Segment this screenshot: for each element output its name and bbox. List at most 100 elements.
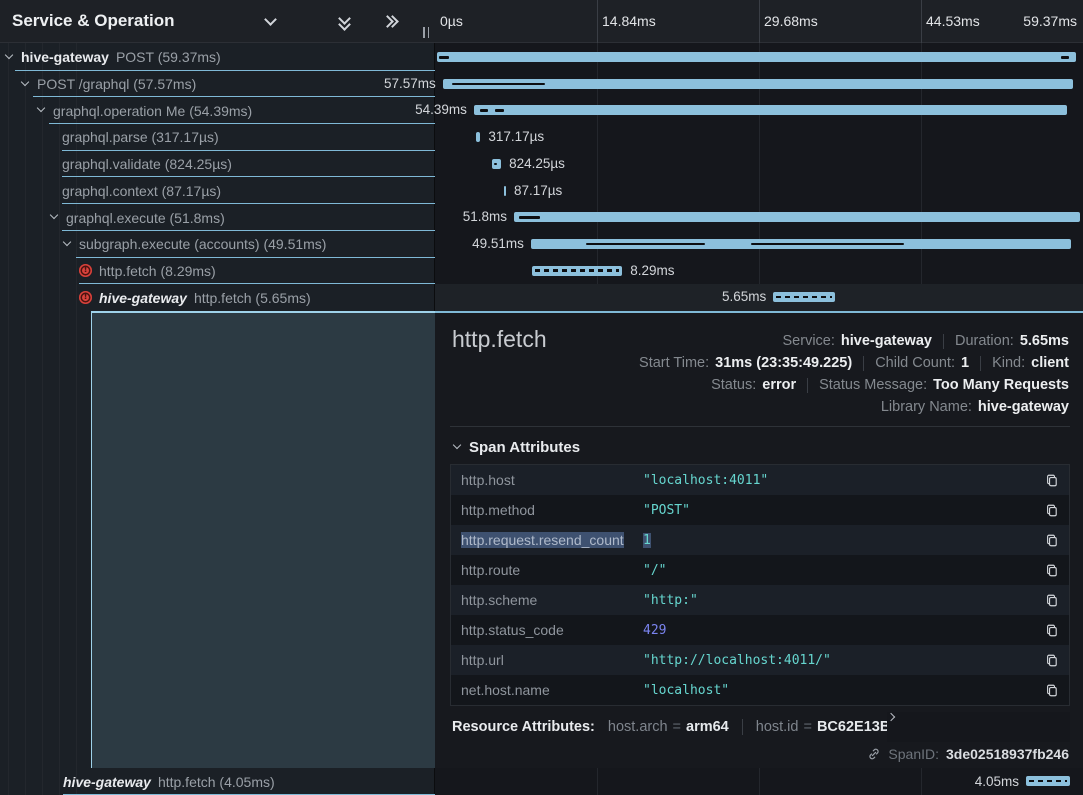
span-duration-label: 4.05ms — [974, 774, 1019, 789]
span-tree-row[interactable]: hive-gateway http.fetch (4.05ms) — [0, 768, 1083, 795]
indent-guide — [76, 43, 77, 795]
attribute-row[interactable]: http.status_code 429 — [451, 615, 1069, 645]
span-bar[interactable] — [773, 292, 836, 303]
copy-button[interactable] — [1045, 533, 1059, 548]
copy-button[interactable] — [1045, 503, 1059, 518]
span-tree-row-content: graphql.parse (317.17µs) — [0, 124, 435, 151]
span-duration-label: 87.17µs — [513, 182, 563, 198]
attribute-key: http.route — [461, 562, 521, 578]
attribute-row[interactable]: http.host "localhost:4011" — [451, 465, 1069, 495]
operation-label: graphql.execute (51.8ms) — [66, 209, 225, 226]
copy-icon — [1047, 534, 1057, 546]
copy-button[interactable] — [1045, 683, 1059, 698]
attribute-key: http.status_code — [461, 622, 564, 638]
chevron-down-icon[interactable] — [263, 13, 277, 28]
double-chevron-right-icon[interactable] — [381, 14, 399, 28]
span-tree-row[interactable]: hive-gateway POST (59.37ms) — [0, 44, 435, 71]
chevron-down-icon — [20, 77, 31, 90]
chevron-down-icon — [49, 210, 60, 223]
waterfall-row[interactable]: 8.29ms — [435, 258, 1083, 285]
copy-icon — [1047, 684, 1057, 696]
copy-button[interactable] — [1045, 653, 1059, 668]
attribute-row[interactable]: http.route "/" — [451, 555, 1069, 585]
span-bar-self-mark — [493, 162, 498, 166]
span-bar[interactable] — [1025, 776, 1071, 786]
span-tree-row[interactable]: ! http.fetch (8.29ms) — [0, 257, 1083, 795]
span-bar[interactable] — [503, 185, 506, 196]
span-tree-row[interactable]: graphql.operation Me (54.39ms) — [0, 97, 435, 125]
link-icon[interactable] — [867, 747, 881, 761]
span-attributes-header[interactable]: Span Attributes — [452, 439, 580, 456]
meta-value: error — [762, 377, 797, 393]
waterfall-row[interactable]: 51.8ms — [435, 204, 1083, 231]
span-detail-panel: http.fetch Service: hive-gateway Duration:… — [435, 311, 1083, 768]
meta-label: Library Name: — [880, 399, 972, 415]
ruler-gridline — [597, 0, 598, 43]
copy-button[interactable] — [1045, 593, 1059, 608]
span-duration-label: 49.51ms — [472, 235, 524, 251]
span-bar-self-mark — [438, 56, 450, 59]
waterfall-row[interactable]: 57.57ms — [384, 71, 1083, 98]
copy-icon — [1047, 624, 1057, 636]
span-tree-row[interactable]: ! hive-gateway http.fetch (5.65ms) — [0, 284, 1083, 795]
attribute-key: http.url — [461, 652, 504, 668]
span-tree-row[interactable]: graphql.context (87.17µs) — [0, 178, 435, 205]
attribute-row[interactable]: net.host.name "localhost" — [451, 675, 1069, 705]
span-tree-row-content: graphql.validate (824.25µs) — [0, 151, 435, 178]
waterfall-row[interactable]: 87.17µs — [435, 178, 1083, 205]
meta-value: hive-gateway — [840, 333, 932, 349]
waterfall-row[interactable]: 49.51ms — [435, 231, 1083, 258]
copy-button[interactable] — [1045, 473, 1059, 488]
waterfall-row[interactable]: 317.17µs — [435, 124, 1083, 151]
span-tree-row[interactable]: graphql.execute (51.8ms) — [0, 204, 435, 231]
span-bar[interactable] — [442, 78, 1074, 89]
chevron-down-icon — [4, 50, 15, 63]
attribute-row[interactable]: http.url "http://localhost:4011/" — [451, 645, 1069, 675]
double-chevron-down-button[interactable] — [335, 12, 353, 31]
attribute-row[interactable]: http.method "POST" — [451, 495, 1069, 525]
span-tree-row[interactable]: graphql.validate (824.25µs) — [0, 151, 435, 178]
waterfall-row[interactable]: 4.05ms — [435, 768, 1083, 795]
waterfall-row[interactable]: 5.65ms — [435, 284, 1083, 311]
waterfall-row[interactable]: 54.39ms — [415, 97, 1083, 124]
copy-icon — [1047, 474, 1057, 486]
timeline-panel: 0µs 14.84ms 29.68ms 44.53ms 59.37ms 57.57ms 5… — [384, 0, 1083, 795]
span-bar[interactable] — [475, 132, 481, 143]
waterfall-row[interactable] — [435, 44, 1083, 71]
panel-resize-handle[interactable] — [423, 27, 429, 38]
span-tree-row-content: graphql.context (87.17µs) — [0, 178, 435, 205]
meta-divider — [863, 355, 865, 371]
span-tree-row[interactable]: graphql.parse (317.17µs) — [0, 124, 435, 151]
copy-button[interactable] — [1045, 623, 1059, 638]
meta-value: 1 — [960, 355, 970, 371]
waterfall-row[interactable]: 824.25µs — [435, 151, 1083, 178]
meta-label: Status Message: — [819, 377, 928, 393]
resource-attributes-row[interactable]: Resource Attributes: host.arch = arm64 host… — [452, 712, 1070, 742]
attribute-row[interactable]: http.request.resend_count 1 — [451, 525, 1069, 555]
span-duration-label: 8.29ms — [630, 262, 675, 278]
span-tree-row[interactable]: POST /graphql (57.57ms) — [0, 71, 435, 98]
span-bar-self-mark — [1060, 56, 1070, 59]
resource-equals: = — [672, 719, 682, 735]
span-duration-label: 57.57ms — [384, 75, 436, 91]
copy-button[interactable] — [1045, 563, 1059, 578]
chevron-down-icon — [62, 237, 73, 250]
attribute-row[interactable]: http.scheme "http:" — [451, 585, 1069, 615]
double-chevron-right-button[interactable] — [379, 12, 399, 30]
span-bar[interactable] — [532, 265, 623, 276]
indent-guide — [59, 43, 60, 795]
span-bar[interactable] — [514, 212, 1080, 223]
meta-label: Kind: — [992, 355, 1026, 371]
double-chevron-down-icon[interactable] — [337, 12, 351, 31]
span-bar[interactable] — [436, 52, 1076, 62]
meta-value: Too Many Requests — [933, 377, 1069, 393]
chevron-down-button[interactable] — [261, 12, 279, 30]
span-bar[interactable] — [473, 105, 1068, 116]
span-tree-row-content: ! http.fetch (8.29ms) — [0, 257, 1083, 795]
attribute-key: http.scheme — [461, 592, 538, 608]
detail-meta-line: Status: error Status Message: Too Many Requ… — [711, 374, 1069, 396]
span-tree-row[interactable]: subgraph.execute (accounts) (49.51ms) — [0, 231, 435, 258]
chevron-right-button[interactable] — [305, 0, 449, 23]
tree-toolbar — [261, 0, 449, 31]
